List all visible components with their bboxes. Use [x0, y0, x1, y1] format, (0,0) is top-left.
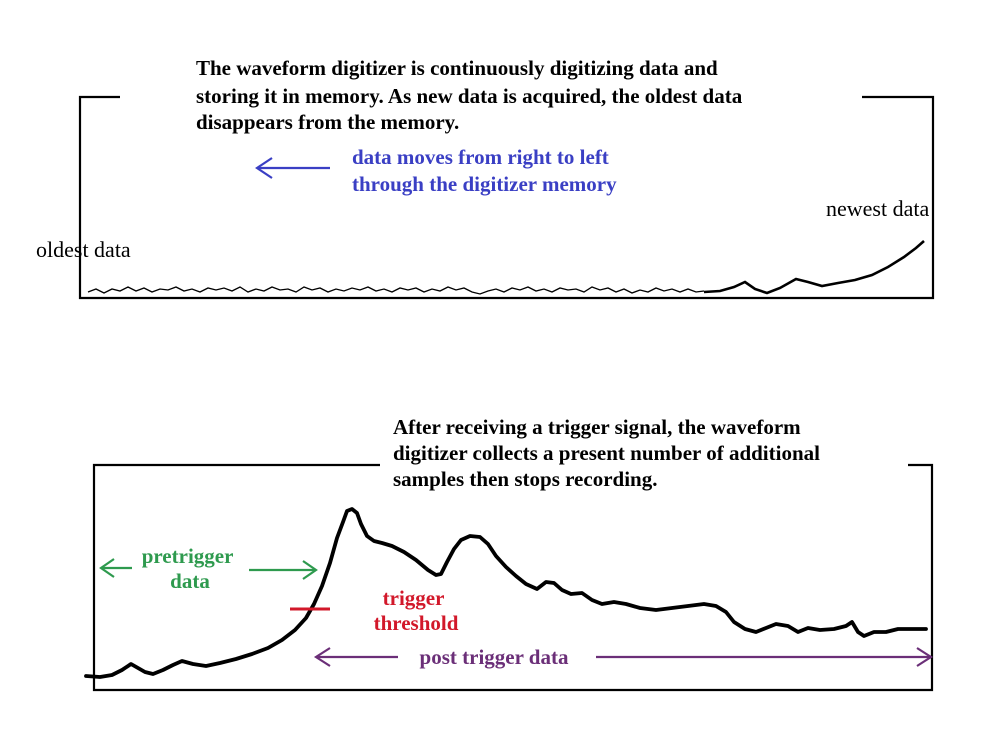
- top-caption: The waveform digitizer is continuously d…: [196, 56, 747, 134]
- bottom-caption-line-2: digitizer collects a present number of a…: [393, 441, 820, 465]
- trigger-label-line-2: threshold: [374, 611, 459, 635]
- post-trigger-label: post trigger data: [420, 645, 569, 669]
- data-direction-arrow: [255, 157, 330, 179]
- bottom-caption-line-3: samples then stops recording.: [393, 467, 657, 491]
- post-trigger-arrow: [313, 647, 934, 667]
- pretrigger-label: pretrigger data: [142, 544, 239, 593]
- top-waveform-newest-segment: [703, 240, 925, 295]
- oldest-data-label: oldest data: [36, 237, 131, 262]
- direction-note-line-1: data moves from right to left: [352, 145, 609, 169]
- top-caption-line-2: storing it in memory. As new data is acq…: [196, 84, 743, 108]
- trigger-threshold-label: trigger threshold: [374, 586, 459, 635]
- top-panel: The waveform digitizer is continuously d…: [36, 56, 935, 300]
- top-caption-line-1: The waveform digitizer is continuously d…: [196, 56, 718, 80]
- top-memory-frame: [78, 95, 935, 300]
- top-caption-line-3: disappears from the memory.: [196, 110, 459, 134]
- bottom-waveform: [84, 507, 928, 679]
- trigger-label-line-1: trigger: [383, 586, 444, 610]
- bottom-caption-line-1: After receiving a trigger signal, the wa…: [393, 415, 801, 439]
- direction-note: data moves from right to left through th…: [352, 145, 617, 196]
- pretrigger-label-line-2: data: [170, 569, 210, 593]
- bottom-memory-frame: [92, 463, 934, 692]
- newest-data-label: newest data: [826, 196, 929, 221]
- bottom-caption: After receiving a trigger signal, the wa…: [393, 415, 825, 491]
- pretrigger-label-line-1: pretrigger: [142, 544, 233, 568]
- pretrigger-right-arrow: [249, 560, 318, 580]
- top-waveform: [87, 286, 705, 295]
- direction-note-line-2: through the digitizer memory: [352, 172, 617, 196]
- pretrigger-left-arrow: [99, 558, 132, 578]
- bottom-panel: After receiving a trigger signal, the wa…: [84, 415, 934, 692]
